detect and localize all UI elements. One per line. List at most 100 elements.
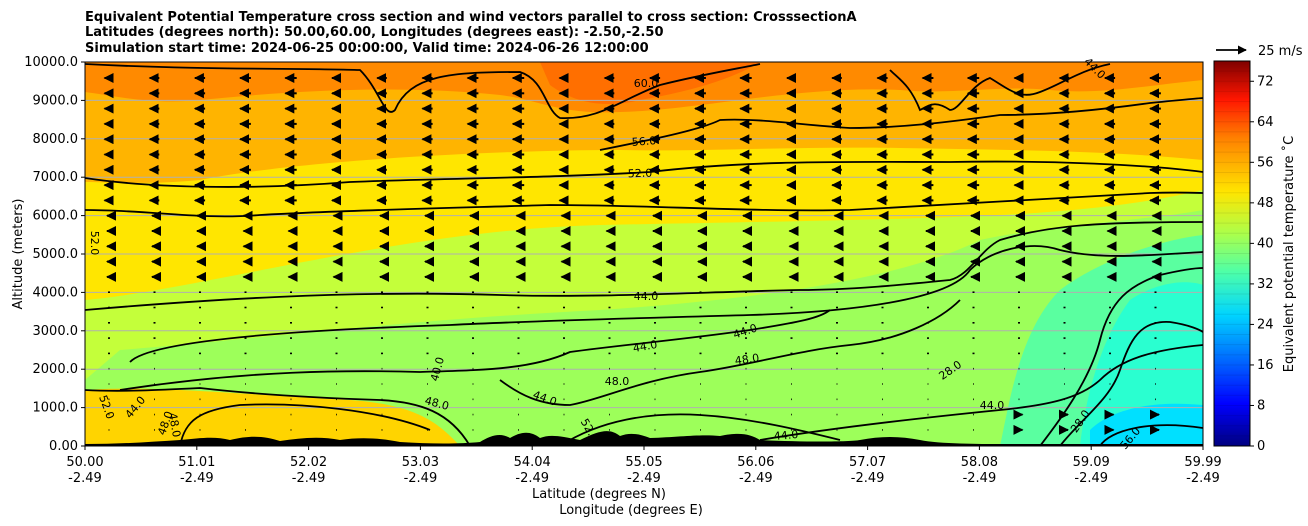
contour-line bbox=[85, 221, 1203, 311]
terrain bbox=[85, 431, 1203, 446]
contour-line bbox=[119, 309, 831, 391]
colorbar-tick-label: 64 bbox=[1257, 115, 1274, 130]
contour-line bbox=[499, 299, 961, 406]
colorbar-tick-label: 0 bbox=[1257, 439, 1265, 454]
contour-label-text: 52.0 bbox=[88, 231, 101, 256]
wind-vectors bbox=[103, 73, 1162, 435]
colorbar-tick-label: 32 bbox=[1257, 277, 1274, 292]
contour-line bbox=[1059, 321, 1203, 446]
chart-title: Equivalent Potential Temperature cross s… bbox=[85, 10, 857, 56]
contour-line bbox=[559, 413, 841, 446]
contour-label-text: 44.0 bbox=[632, 338, 658, 355]
x-tick-label-lat: 53.03 bbox=[402, 455, 439, 470]
title-line-2: Latitudes (degrees north): 50.00,60.00, … bbox=[85, 25, 664, 40]
x-tick-label-lat: 50.00 bbox=[66, 455, 103, 470]
contour-line bbox=[599, 97, 1203, 151]
colorbar-gradient bbox=[1214, 61, 1250, 446]
contour-label: 52.0 bbox=[628, 167, 653, 181]
contour-line bbox=[85, 191, 1203, 218]
title-line-1: Equivalent Potential Temperature cross s… bbox=[85, 10, 857, 25]
x-tick-label-lat: 52.02 bbox=[290, 455, 327, 470]
colorbar-tick-label: 24 bbox=[1257, 317, 1274, 332]
contour-label-text: 48.0 bbox=[166, 412, 183, 438]
contour-line bbox=[1039, 267, 1203, 446]
x-tick-label-lon: -2.49 bbox=[627, 471, 661, 486]
x-tick-label-lat: 55.05 bbox=[625, 455, 662, 470]
x-tick-label-lon: -2.49 bbox=[1186, 471, 1220, 486]
y-tick-label: 8000.0 bbox=[33, 132, 79, 147]
y-tick-label: 5000.0 bbox=[33, 247, 79, 262]
band-deep-orange bbox=[540, 62, 760, 105]
y-tick-label: 2000.0 bbox=[33, 362, 79, 377]
colorbar: 0 8 16 24 32 40 48 56 64 72 Equivalent potential … bbox=[1213, 60, 1297, 454]
x-tick-label-lon: -2.49 bbox=[292, 471, 326, 486]
contour-label: 44.0 bbox=[980, 399, 1005, 412]
y-axis-label: Altitude (meters) bbox=[11, 199, 26, 310]
colorbar-tick-label: 56 bbox=[1257, 155, 1274, 170]
quiver-key: 25 m/s bbox=[1216, 44, 1303, 59]
band-light-blue bbox=[1090, 403, 1203, 446]
x-axis-label-lon: Longitude (degrees E) bbox=[559, 503, 703, 518]
x-axis-label-lat: Latitude (degrees N) bbox=[532, 487, 666, 502]
contour-label-text: 40.0 bbox=[428, 356, 447, 383]
band-low-yellow bbox=[85, 388, 460, 446]
x-tick-label-lat: 51.01 bbox=[178, 455, 215, 470]
contour-label-text: 52.0 bbox=[628, 167, 653, 181]
contour-label-text: 44.0 bbox=[773, 428, 799, 443]
contour-label: 52.0 bbox=[88, 231, 101, 256]
contour-line bbox=[1099, 424, 1203, 446]
contour-line bbox=[759, 344, 1203, 441]
y-tick-label: 10000.0 bbox=[24, 55, 78, 70]
x-tick-label-lat: 57.07 bbox=[849, 455, 886, 470]
x-tick-label-lon: -2.49 bbox=[1074, 471, 1108, 486]
contour-label-text: 56.0 bbox=[631, 134, 656, 149]
contour-label: 44.0 bbox=[632, 338, 658, 355]
contour-line bbox=[129, 245, 1203, 363]
colorbar-tick-label: 40 bbox=[1257, 236, 1274, 251]
x-tick-label-lat: 59.99 bbox=[1184, 455, 1221, 470]
x-tick-label-lon: -2.49 bbox=[851, 471, 885, 486]
contour-label-text: 44.0 bbox=[634, 290, 659, 303]
x-tick-label-lat: 59.09 bbox=[1073, 455, 1110, 470]
x-tick-label-lat: 54.04 bbox=[514, 455, 551, 470]
colorbar-bands bbox=[1214, 60, 1250, 437]
quiver-key-label: 25 m/s bbox=[1258, 44, 1303, 59]
x-tick-label-lon: -2.49 bbox=[739, 471, 773, 486]
contour-label-text: 60.0 bbox=[634, 77, 659, 90]
y-axis: 0.00 1000.0 2000.0 3000.0 4000.0 5000.0 6000.0… bbox=[24, 55, 85, 454]
y-tick-label: 3000.0 bbox=[33, 324, 79, 339]
y-tick-label: 9000.0 bbox=[33, 93, 79, 108]
contour-label: 48.0 bbox=[423, 394, 450, 413]
y-tick-label: 1000.0 bbox=[33, 401, 79, 416]
contour-line bbox=[889, 63, 1111, 112]
x-tick-label-lon: -2.49 bbox=[404, 471, 438, 486]
y-tick-label: 4000.0 bbox=[33, 285, 79, 300]
title-line-3: Simulation start time: 2024-06-25 00:00:… bbox=[85, 41, 649, 56]
x-tick-label-lon: -2.49 bbox=[515, 471, 549, 486]
contour-label: 60.0 bbox=[634, 77, 659, 90]
contour-label: 48.0 bbox=[734, 351, 760, 367]
y-tick-label: 0.00 bbox=[49, 439, 78, 454]
x-tick-label-lat: 58.08 bbox=[961, 455, 998, 470]
x-axis: 50.00-2.4951.01-2.4952.02-2.4953.03-2.49… bbox=[66, 446, 1222, 486]
contour-label-text: 44.0 bbox=[980, 399, 1005, 412]
contour-label: 44.0 bbox=[773, 428, 799, 443]
x-tick-label-lon: -2.49 bbox=[68, 471, 102, 486]
band-green bbox=[85, 210, 1203, 446]
colorbar-ticks: 0 8 16 24 32 40 48 56 64 72 bbox=[1250, 74, 1274, 454]
x-tick-label-lon: -2.49 bbox=[180, 471, 214, 486]
contour-label-text: 48.0 bbox=[734, 351, 760, 367]
contour-label: 48.0 bbox=[166, 412, 183, 438]
contour-line bbox=[85, 387, 471, 446]
contour-label-text: 48.0 bbox=[605, 375, 630, 388]
contour-label: 44.0 bbox=[634, 290, 659, 303]
x-tick-label-lon: -2.49 bbox=[963, 471, 997, 486]
contour-label-text: 48.0 bbox=[423, 394, 450, 413]
colorbar-frame bbox=[1213, 60, 1251, 447]
colorbar-tick-label: 72 bbox=[1257, 74, 1274, 89]
contour-line bbox=[179, 403, 431, 446]
contour-line bbox=[85, 63, 761, 119]
contour-label: 40.0 bbox=[428, 356, 447, 383]
colorbar-tick-label: 8 bbox=[1257, 398, 1265, 413]
